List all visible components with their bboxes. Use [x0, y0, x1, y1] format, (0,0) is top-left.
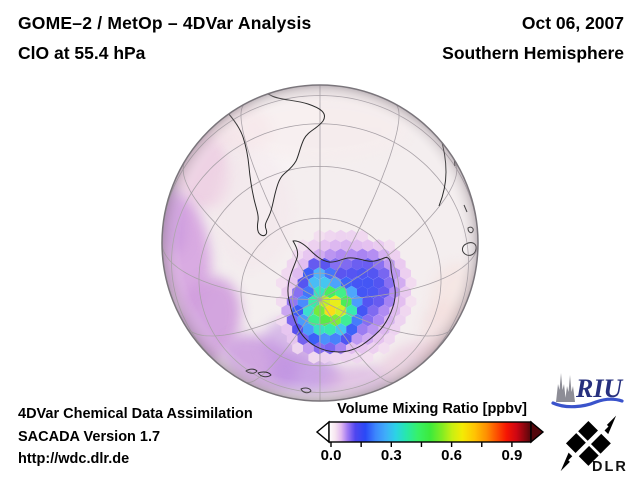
- dlr-text: DLR: [592, 459, 628, 475]
- footer-left: 4DVar Chemical Data Assimilation SACADA …: [18, 403, 253, 471]
- colorbar-ticks: [330, 442, 513, 447]
- colorbar-scale: [315, 420, 545, 447]
- colorbar-left-arrow: [315, 420, 330, 444]
- plot-title: GOME–2 / MetOp – 4DVar Analysis: [18, 13, 312, 33]
- colorbar-right-arrow: [530, 420, 545, 444]
- dlr-logo: DLR: [560, 415, 628, 475]
- dlr-emblem-icon: [560, 415, 617, 472]
- cathedral-icon: [556, 373, 575, 402]
- footer-url: http://wdc.dlr.de: [18, 451, 130, 467]
- colorbar-tick-label: 0.9: [501, 447, 523, 464]
- footer-version: SACADA Version 1.7: [18, 428, 161, 445]
- riu-wave-icon: [551, 397, 624, 409]
- riu-logo: RIU: [551, 373, 624, 409]
- colorbar-tick-label: 0.6: [441, 447, 463, 464]
- colorbar-tick-label: 0.0: [320, 447, 342, 464]
- colorbar-tick-label: 0.3: [380, 447, 402, 464]
- plot-date: Oct 06, 2007: [521, 13, 624, 33]
- colorbar-tick-labels: 0.0 0.3 0.6 0.9: [316, 447, 548, 465]
- plot-subtitle: ClO at 55.4 hPa: [18, 43, 146, 63]
- logo-block: RIU DLR: [548, 368, 640, 475]
- footer-assimilation: 4DVar Chemical Data Assimilation: [18, 406, 253, 422]
- colorbar-gradient-bar: [328, 421, 532, 443]
- header-right: Oct 06, 2007 Southern Hemisphere: [442, 13, 624, 64]
- plot-region: Southern Hemisphere: [442, 43, 624, 63]
- header-left: GOME–2 / MetOp – 4DVar Analysis ClO at 5…: [18, 13, 311, 64]
- colorbar-title: Volume Mixing Ratio [ppbv]: [337, 401, 527, 417]
- colorbar: Volume Mixing Ratio [ppbv] 0.0 0.3 0.6 0.9: [315, 401, 548, 464]
